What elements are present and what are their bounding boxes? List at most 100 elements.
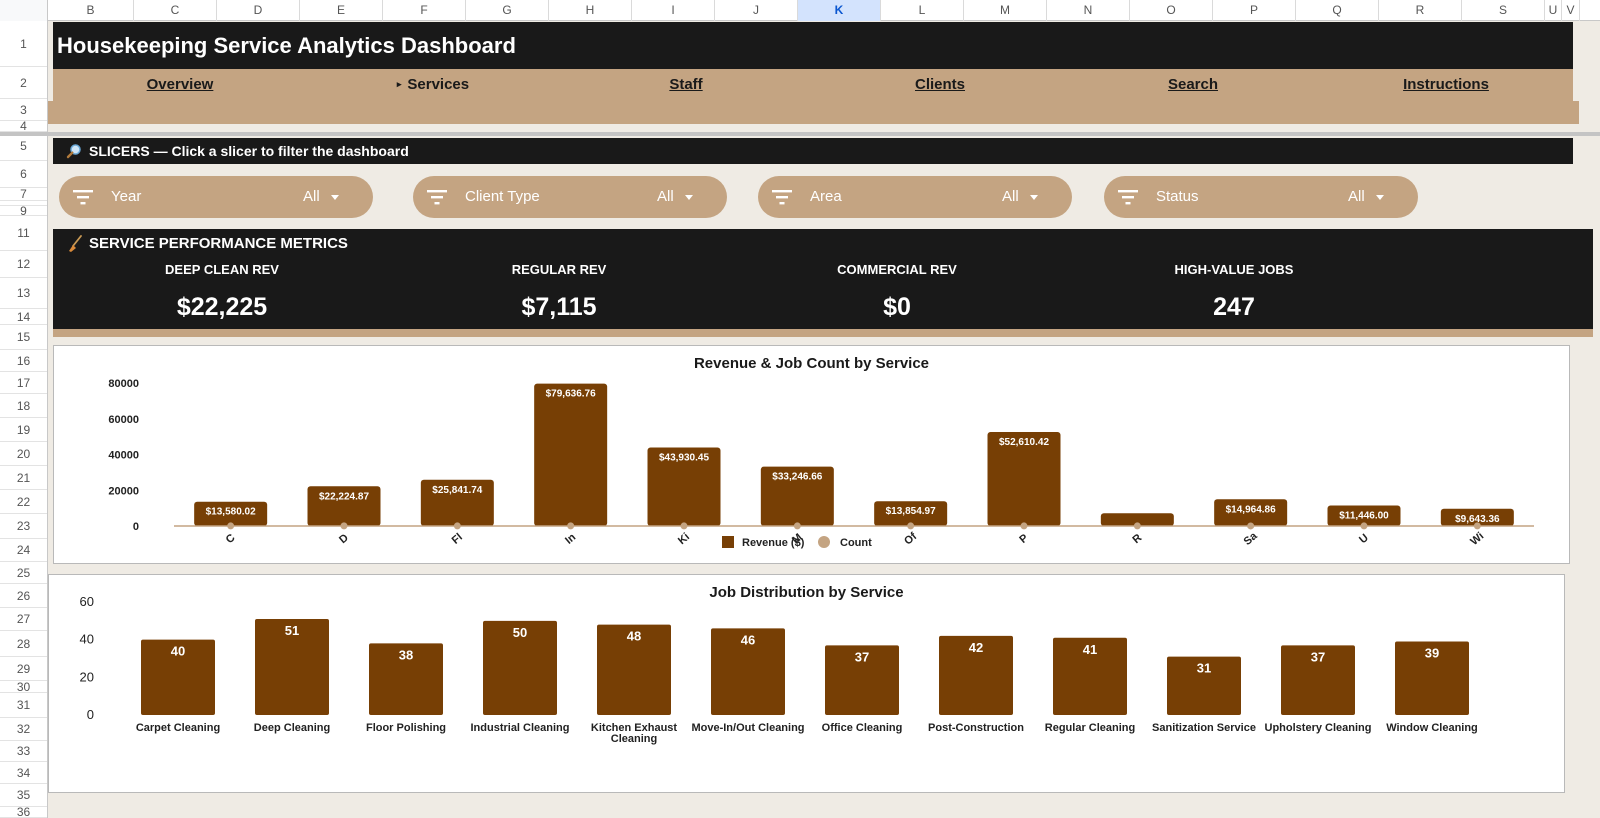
nav-item-services[interactable]: ▸ Services: [397, 76, 469, 93]
nav-item-overview[interactable]: Overview: [146, 76, 214, 93]
row-header-23[interactable]: 23: [0, 514, 47, 539]
column-header-c[interactable]: C: [134, 0, 217, 21]
select-all-corner[interactable]: [0, 0, 48, 21]
row-header-22[interactable]: 22: [0, 490, 47, 514]
x-tick-label: Of: [902, 530, 919, 547]
chart-title: Job Distribution by Service: [709, 584, 904, 601]
row-header-5[interactable]: 5: [0, 132, 47, 161]
broom-icon: [69, 235, 82, 252]
row-header-19[interactable]: 19: [0, 418, 47, 442]
row-header-12[interactable]: 12: [0, 251, 47, 278]
slicer-value: All: [657, 188, 674, 205]
column-header-g[interactable]: G: [466, 0, 549, 21]
row-header-34[interactable]: 34: [0, 762, 47, 784]
row-header-36[interactable]: 36: [0, 805, 47, 818]
row-header-21[interactable]: 21: [0, 466, 47, 490]
y-tick-label: 40000: [108, 450, 139, 462]
column-header-s[interactable]: S: [1462, 0, 1545, 21]
slicer-year[interactable]: Year All: [59, 176, 373, 218]
column-header-v[interactable]: V: [1562, 0, 1580, 21]
row-header-13[interactable]: 13: [0, 278, 47, 309]
column-header-l[interactable]: L: [881, 0, 964, 21]
nav-item-search[interactable]: Search: [1167, 76, 1219, 93]
revenue-bar: [1440, 508, 1514, 526]
row-header-2[interactable]: 2: [0, 67, 47, 99]
data-label: 42: [969, 640, 983, 655]
data-label: $52,610.42: [999, 437, 1049, 448]
slicer-label: Status: [1156, 188, 1199, 205]
slicer-status[interactable]: Status All: [1104, 176, 1418, 218]
row-header-30[interactable]: 30: [0, 680, 47, 694]
column-header-m[interactable]: M: [964, 0, 1047, 21]
data-label: 40: [171, 644, 185, 659]
data-label: $79,636.76: [546, 389, 596, 400]
row-header-20[interactable]: 20: [0, 442, 47, 466]
column-header-j[interactable]: J: [715, 0, 798, 21]
row-header-26[interactable]: 26: [0, 584, 47, 608]
revenue-bar: [1100, 513, 1174, 526]
row-header-4[interactable]: 4: [0, 119, 47, 133]
revenue-bar: [534, 383, 608, 526]
job-distribution-chart[interactable]: Job Distribution by Service 0 20 40 60 40 Car…: [48, 574, 1565, 793]
row-header-6[interactable]: 6: [0, 161, 47, 188]
job-bar: [369, 643, 443, 715]
filter-icon: [73, 190, 93, 205]
data-label: $14,964.86: [1226, 504, 1276, 515]
x-tick-label: Window Cleaning: [1386, 722, 1478, 734]
row-header-1[interactable]: 1: [0, 21, 47, 67]
dropdown-caret-icon: [331, 195, 339, 200]
row-header-33[interactable]: 33: [0, 741, 47, 762]
column-header-k[interactable]: K: [798, 0, 881, 21]
row-header-29[interactable]: 29: [0, 657, 47, 681]
data-label: 38: [399, 647, 413, 662]
x-tick-label: Industrial Cleaning: [470, 722, 569, 734]
revenue-bar: [647, 447, 721, 526]
row-header-16[interactable]: 16: [0, 350, 47, 372]
filter-icon: [427, 190, 447, 205]
row-header-14[interactable]: 14: [0, 309, 47, 325]
column-header-n[interactable]: N: [1047, 0, 1130, 21]
row-header-18[interactable]: 18: [0, 394, 47, 418]
metric-commercial-rev: COMMERCIAL REV $0: [777, 262, 1017, 322]
row-header-25[interactable]: 25: [0, 562, 47, 584]
column-header-e[interactable]: E: [300, 0, 383, 21]
row-header-17[interactable]: 17: [0, 372, 47, 394]
column-header-o[interactable]: O: [1130, 0, 1213, 21]
row-header-7[interactable]: 7: [0, 187, 47, 201]
nav-spacer: [48, 101, 1579, 124]
row-header-32[interactable]: 32: [0, 718, 47, 741]
column-header-d[interactable]: D: [217, 0, 300, 21]
nav-item-staff[interactable]: Staff: [669, 76, 703, 93]
job-bar: [1281, 645, 1355, 715]
row-header-31[interactable]: 31: [0, 693, 47, 718]
column-header-f[interactable]: F: [383, 0, 466, 21]
row-header-11[interactable]: 11: [0, 216, 47, 251]
slicer-area[interactable]: Area All: [758, 176, 1072, 218]
metric-label: REGULAR REV: [511, 262, 607, 277]
column-header-q[interactable]: Q: [1296, 0, 1379, 21]
revenue-job-count-chart[interactable]: Revenue & Job Count by Service 0 20000 400…: [53, 345, 1570, 564]
slicer-value: All: [1348, 188, 1365, 205]
dropdown-caret-icon: [685, 195, 693, 200]
row-header-24[interactable]: 24: [0, 539, 47, 562]
column-header-r[interactable]: R: [1379, 0, 1462, 21]
row-header-15[interactable]: 15: [0, 325, 47, 350]
row-header-27[interactable]: 27: [0, 608, 47, 631]
data-label: 41: [1083, 642, 1097, 657]
row-header-3[interactable]: 3: [0, 99, 47, 121]
freeze-divider[interactable]: [0, 132, 1600, 136]
slicer-client-type[interactable]: Client Type All: [413, 176, 727, 218]
column-header-b[interactable]: B: [48, 0, 134, 21]
row-header-28[interactable]: 28: [0, 631, 47, 657]
job-bar: [483, 620, 557, 715]
nav-item-instructions[interactable]: Instructions: [1403, 76, 1489, 93]
column-header-p[interactable]: P: [1213, 0, 1296, 21]
column-header-i[interactable]: I: [632, 0, 715, 21]
row-header-9[interactable]: 9: [0, 204, 47, 218]
column-header-u[interactable]: U: [1545, 0, 1562, 21]
revenue-bar: [420, 479, 494, 526]
column-header-h[interactable]: H: [549, 0, 632, 21]
row-header-35[interactable]: 35: [0, 784, 47, 807]
nav-item-clients[interactable]: Clients: [914, 76, 966, 93]
row-header-8[interactable]: [0, 201, 47, 206]
